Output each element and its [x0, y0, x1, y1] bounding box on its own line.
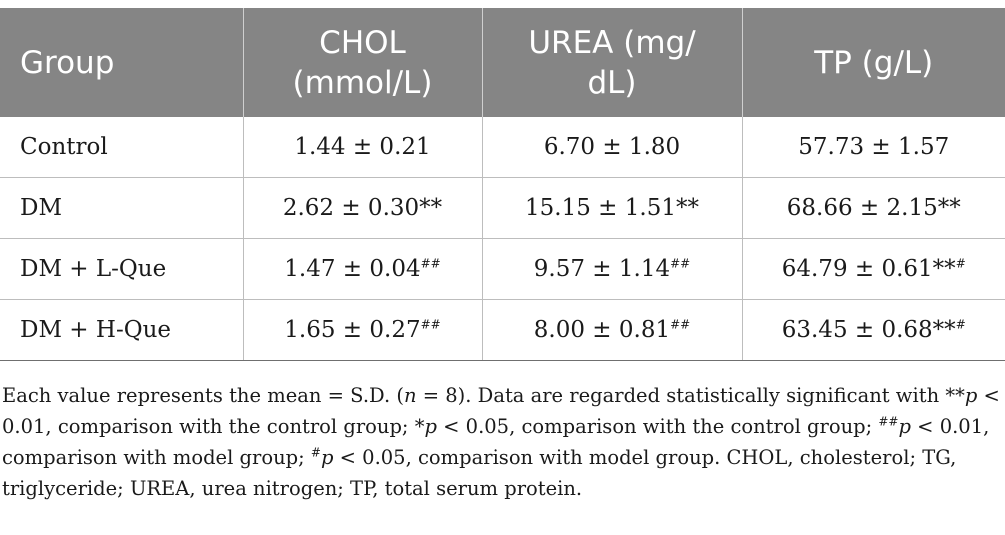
cell-tp-value: 57.73 ± 1.57	[798, 134, 950, 160]
footnote-p-symbol: p	[964, 384, 978, 407]
header-group: Group	[0, 8, 244, 117]
table-row: DM 2.62 ± 0.30** 15.15 ± 1.51** 68.66 ± …	[0, 177, 1005, 239]
table-row: DM + L-Que 1.47 ± 0.04## 9.57 ± 1.14## 6…	[0, 238, 1005, 300]
footnote-text-1: Each value represents the mean = S.D. (	[2, 384, 404, 407]
cell-urea-value: 15.15 ± 1.51**	[525, 195, 699, 221]
cell-group: Control	[0, 117, 244, 178]
table-row: DM + H-Que 1.65 ± 0.27## 8.00 ± 0.81## 6…	[0, 299, 1005, 361]
header-chol: CHOL (mmol/L)	[243, 8, 483, 117]
cell-urea-mark: ##	[670, 256, 691, 271]
cell-tp: 63.45 ± 0.68**#	[742, 299, 1005, 361]
header-tp-line1: TP (g/L)	[814, 44, 934, 81]
footnote-text-6: < 0.05, comparison with model group. CHO…	[2, 446, 957, 500]
cell-urea-value: 9.57 ± 1.14	[533, 256, 671, 282]
table-body: Control 1.44 ± 0.21 6.70 ± 1.80 57.73 ± …	[0, 117, 1005, 361]
cell-urea-value: 8.00 ± 0.81	[533, 317, 671, 343]
cell-urea: 15.15 ± 1.51**	[482, 177, 743, 239]
header-chol-line2: (mmol/L)	[292, 64, 433, 101]
header-urea-line2: dL)	[587, 64, 637, 101]
cell-tp: 68.66 ± 2.15**	[742, 177, 1005, 239]
header-chol-line1: CHOL	[319, 24, 406, 61]
footnote-text-5: < 0.01, comparison with model group;	[2, 415, 990, 469]
footnote-p-symbol: p	[320, 446, 334, 469]
cell-chol-value: 1.47 ± 0.04	[284, 256, 421, 282]
footnote-text-2: = 8). Data are regarded statistically si…	[416, 384, 965, 407]
header-group-line1: Group	[20, 44, 115, 81]
cell-tp: 57.73 ± 1.57	[742, 117, 1005, 178]
footnote-mark-hash: #	[310, 445, 321, 460]
cell-tp-value: 63.45 ± 0.68**	[781, 317, 956, 343]
cell-chol-mark: ##	[420, 317, 441, 332]
cell-tp-value: 64.79 ± 0.61**	[781, 256, 956, 282]
cell-chol: 2.62 ± 0.30**	[243, 177, 483, 239]
footnote-text-4: < 0.05, comparison with the control grou…	[436, 415, 879, 438]
cell-chol: 1.47 ± 0.04##	[243, 238, 483, 300]
results-table-container: Group CHOL (mmol/L) UREA (mg/ dL) TP (g/…	[0, 8, 1005, 361]
footnote-p-symbol: p	[898, 415, 911, 438]
cell-tp: 64.79 ± 0.61**#	[742, 238, 1005, 300]
header-urea-line1: UREA (mg/	[528, 24, 696, 61]
cell-chol: 1.65 ± 0.27##	[243, 299, 483, 361]
header-urea: UREA (mg/ dL)	[482, 8, 743, 117]
cell-chol-value: 2.62 ± 0.30**	[282, 195, 443, 221]
footnote-n-symbol: n	[403, 384, 417, 407]
cell-chol: 1.44 ± 0.21	[243, 117, 483, 178]
cell-tp-value: 68.66 ± 2.15**	[786, 195, 961, 221]
cell-group: DM	[0, 177, 244, 239]
footnote-mark-double-hash: ##	[878, 414, 899, 429]
results-table: Group CHOL (mmol/L) UREA (mg/ dL) TP (g/…	[0, 8, 1005, 361]
table-footnote: Each value represents the mean = S.D. (n…	[2, 380, 1002, 504]
header-tp: TP (g/L)	[742, 8, 1005, 117]
table-header: Group CHOL (mmol/L) UREA (mg/ dL) TP (g/…	[0, 8, 1005, 117]
cell-group: DM + L-Que	[0, 238, 244, 300]
cell-urea: 6.70 ± 1.80	[482, 117, 743, 178]
cell-chol-mark: ##	[420, 256, 441, 271]
footnote-p-symbol: p	[424, 415, 437, 438]
cell-chol-value: 1.44 ± 0.21	[294, 134, 431, 160]
cell-urea-value: 6.70 ± 1.80	[543, 134, 681, 160]
footnote-text-3: < 0.01, comparison with the control grou…	[2, 384, 1000, 438]
table-row: Control 1.44 ± 0.21 6.70 ± 1.80 57.73 ± …	[0, 117, 1005, 178]
cell-urea: 9.57 ± 1.14##	[482, 238, 743, 300]
cell-group: DM + H-Que	[0, 299, 244, 361]
cell-urea: 8.00 ± 0.81##	[482, 299, 743, 361]
header-row: Group CHOL (mmol/L) UREA (mg/ dL) TP (g/…	[0, 8, 1005, 117]
cell-tp-mark: #	[955, 256, 966, 271]
cell-chol-value: 1.65 ± 0.27	[284, 317, 421, 343]
cell-urea-mark: ##	[670, 317, 691, 332]
cell-tp-mark: #	[955, 317, 966, 332]
